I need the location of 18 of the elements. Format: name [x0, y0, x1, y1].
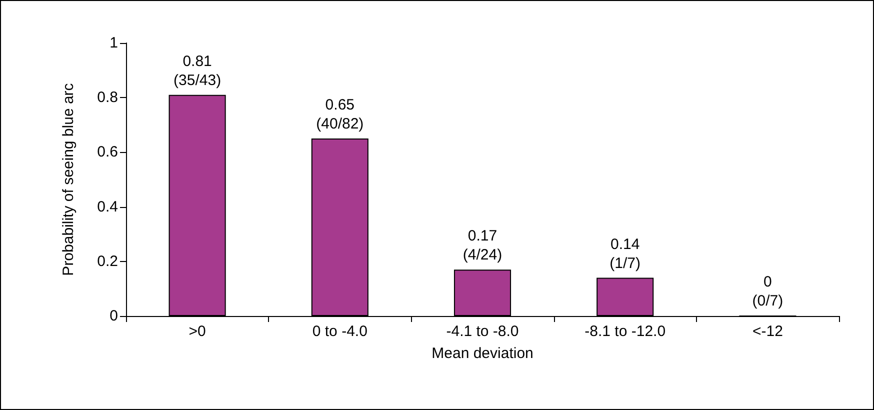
y-tick-label: 0.8	[97, 89, 118, 106]
data-label: 0.65 (40/82)	[316, 96, 364, 133]
x-tick-label: -8.1 to -12.0	[584, 323, 666, 340]
y-tick-label: 0.6	[97, 144, 118, 161]
x-tick-label: >0	[188, 323, 206, 340]
data-label: 0.17 (4/24)	[462, 228, 502, 264]
y-tick-label: 0.2	[97, 252, 118, 270]
y-tick-label: 0.4	[97, 198, 118, 216]
data-label: 0.81 (35/43)	[174, 52, 222, 89]
x-tick-label: <-12	[752, 323, 783, 340]
y-tick-label: 0	[110, 308, 118, 324]
y-axis-title: Probability of seeing blue arc	[60, 82, 77, 276]
y-tick-label: 1	[110, 34, 118, 52]
data-label: 0.14 (1/7)	[610, 236, 641, 272]
data-label: 0 (0/7)	[752, 274, 784, 310]
x-tick-label: -4.1 to -8.0	[446, 323, 519, 340]
x-tick-label: 0 to -4.0	[312, 323, 368, 340]
x-axis-title: Mean deviation	[432, 345, 534, 362]
